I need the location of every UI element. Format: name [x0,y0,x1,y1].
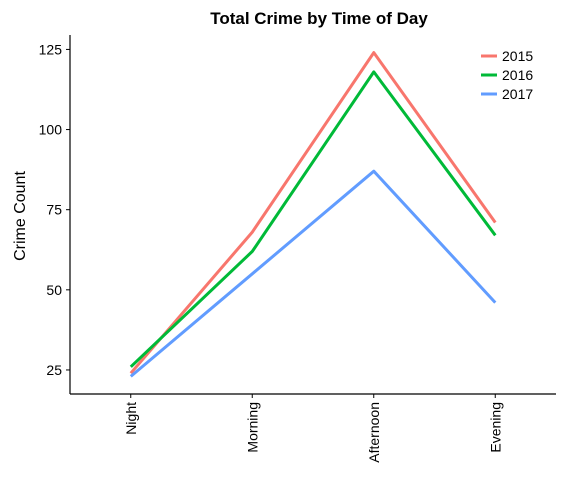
series-line-2017 [129,169,497,378]
series-line-2015 [129,51,497,375]
y-tick-label: 125 [39,41,63,57]
legend: 2015 2016 2017 [481,48,533,102]
y-tick-label: 50 [46,282,62,298]
y-axis-ticks: 25 50 75 100 125 [39,41,70,378]
legend-label-2017: 2017 [502,86,533,102]
x-tick-label: Afternoon [366,402,382,463]
x-tick-label: Morning [244,402,260,453]
y-tick-label: 25 [46,362,62,378]
y-tick-label: 100 [39,122,63,138]
x-tick-label: Evening [487,402,503,453]
legend-label-2016: 2016 [502,67,533,83]
legend-label-2015: 2015 [502,48,533,64]
series-line-2016 [129,70,497,368]
y-axis-label: Crime Count [12,171,29,261]
series-layer [129,51,497,378]
x-axis-ticks: Night Morning Afternoon Evening [123,394,503,463]
y-tick-label: 75 [46,202,62,218]
x-tick-label: Night [123,402,139,435]
chart-title: Total Crime by Time of Day [210,9,428,28]
axes [69,35,556,395]
